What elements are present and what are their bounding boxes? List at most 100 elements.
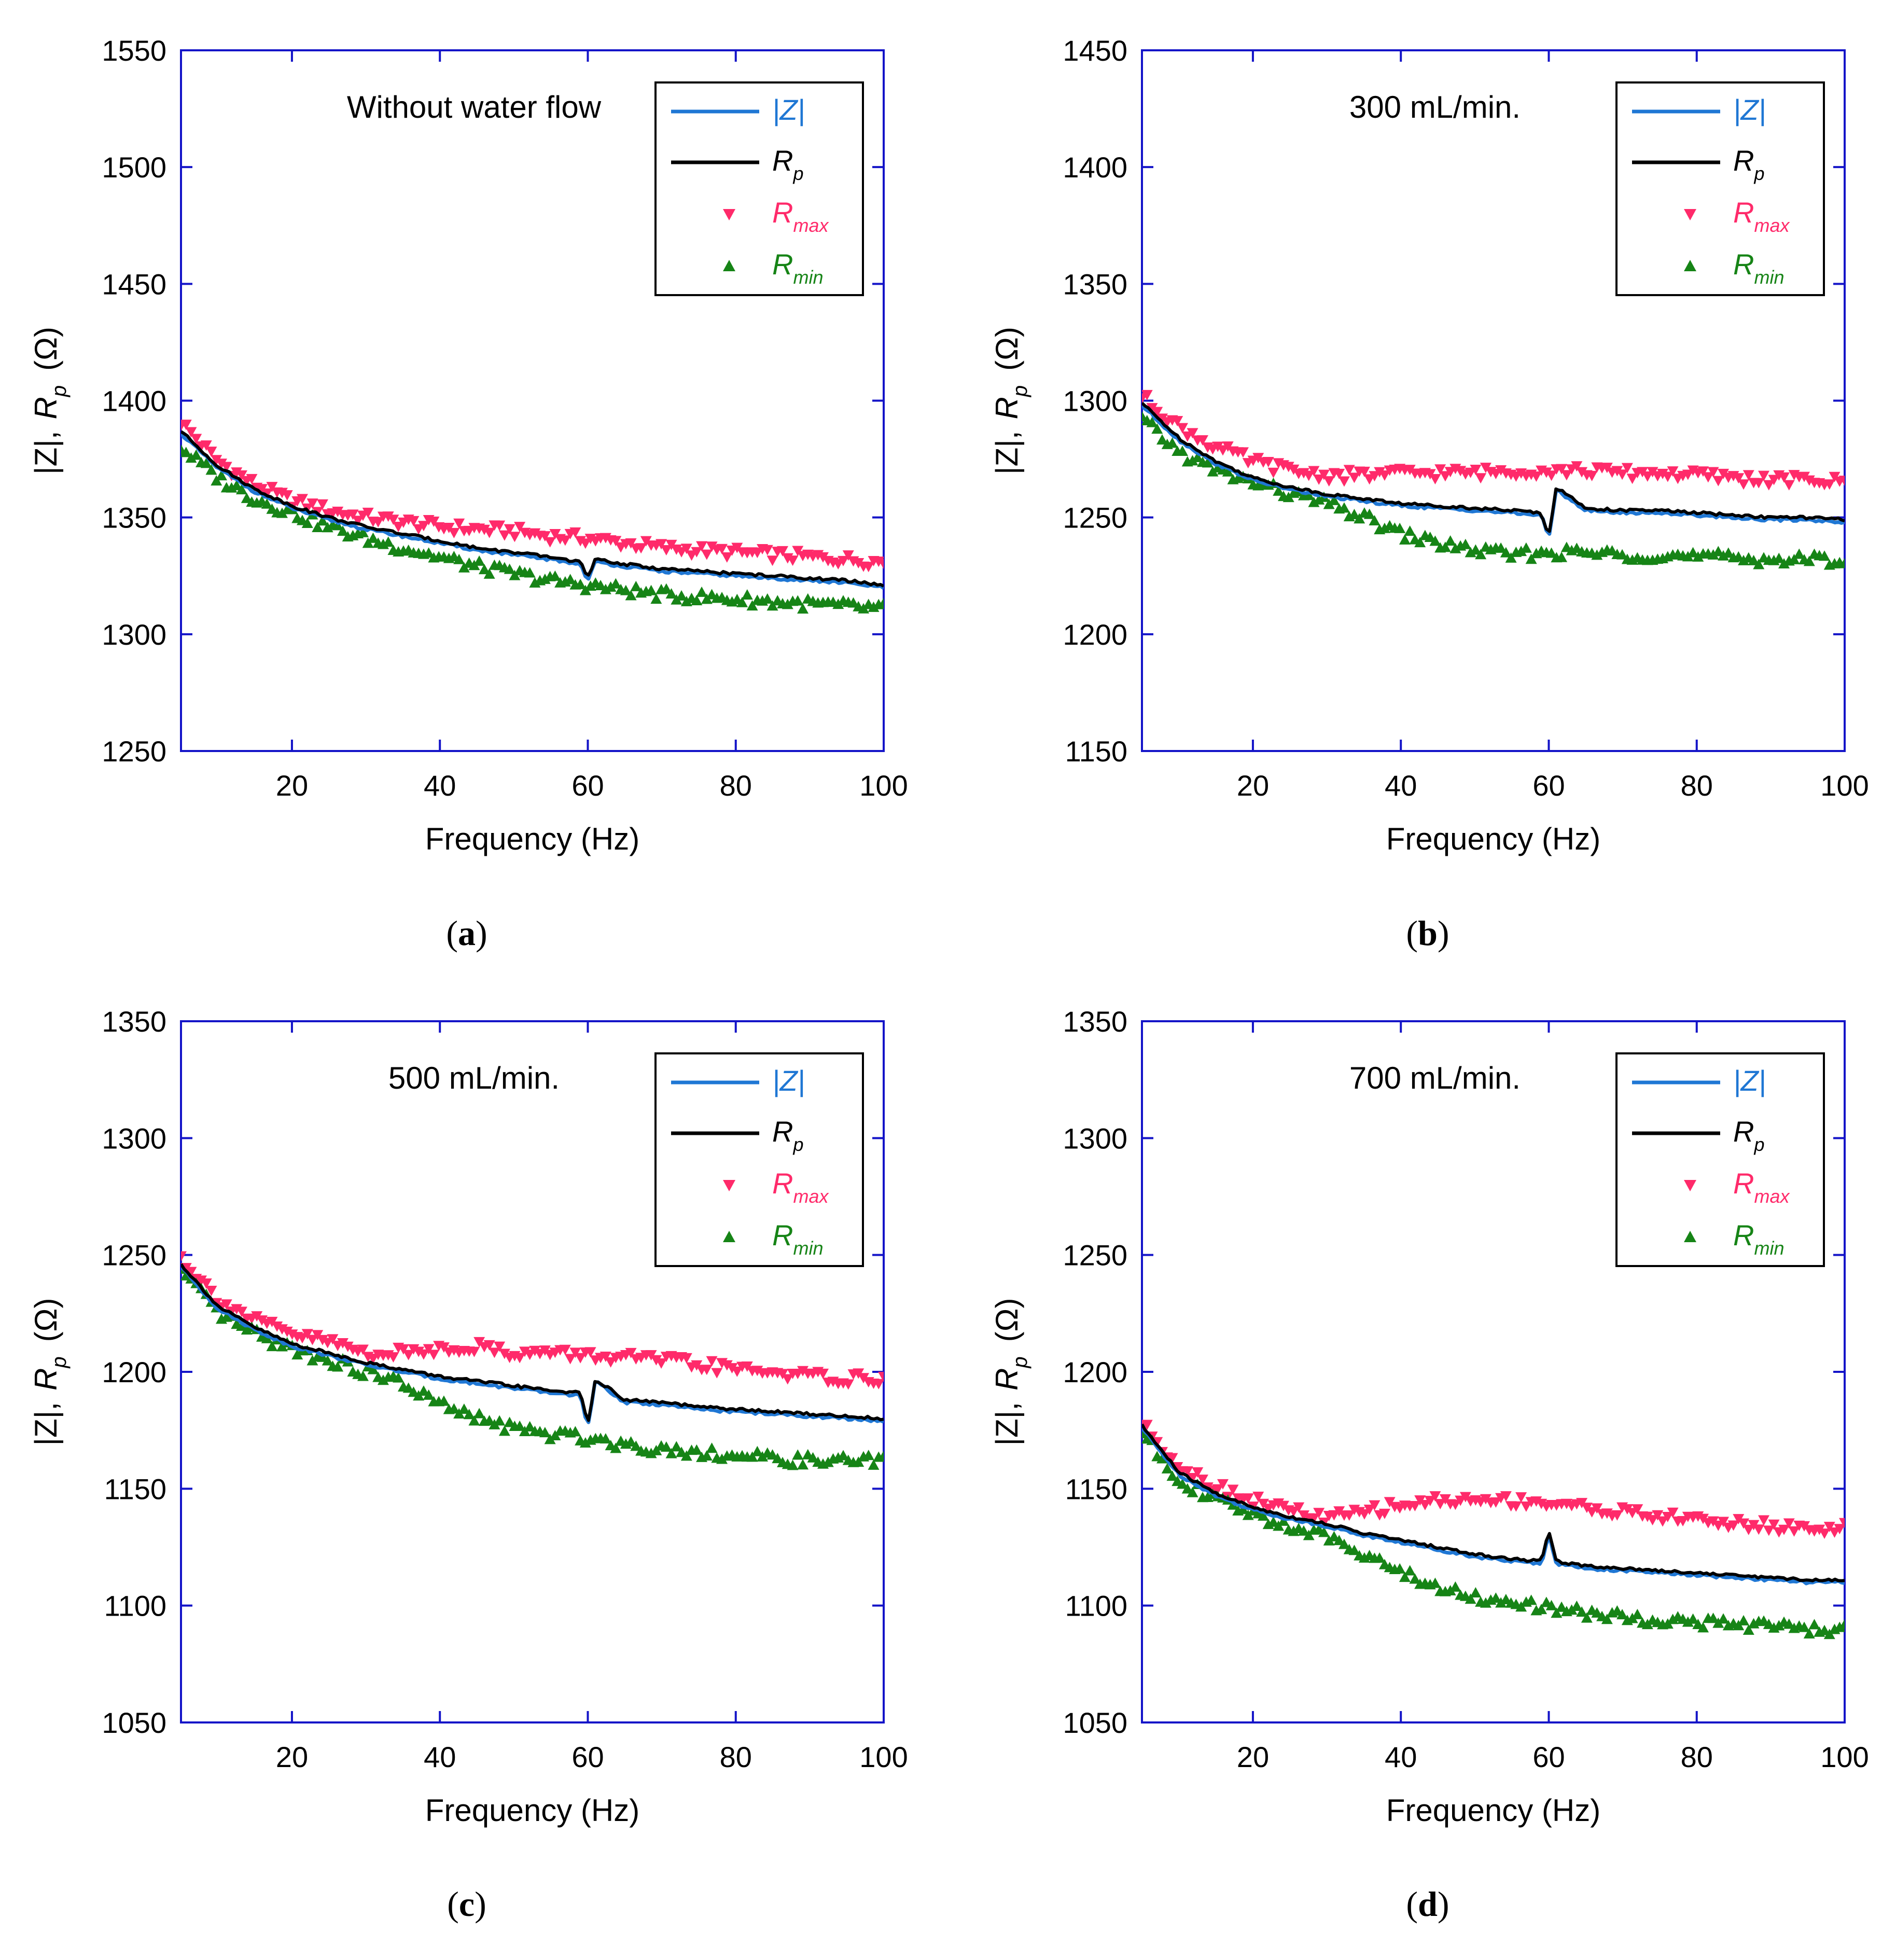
y-tick-label: 1350	[102, 1005, 166, 1038]
rmax-marker	[342, 1341, 354, 1352]
rmin-marker	[1156, 434, 1168, 445]
rmin-marker	[478, 564, 490, 575]
y-axis-title-part: p	[1009, 1356, 1031, 1368]
rmin-marker	[701, 1450, 713, 1461]
rmin-marker	[1424, 531, 1436, 542]
rmin-marker	[524, 1421, 536, 1431]
rmax-marker	[205, 447, 217, 457]
panel-caption: (d)	[1406, 1884, 1449, 1924]
rmax-marker	[1718, 468, 1730, 479]
legend-label-sub: max	[793, 215, 829, 236]
rmin-marker	[1742, 1624, 1754, 1635]
rmin-marker	[1465, 1593, 1476, 1604]
legend-label-main: R	[772, 248, 793, 281]
rmin-marker	[504, 563, 515, 574]
y-tick-label: 1200	[102, 1356, 166, 1388]
rmin-marker	[878, 597, 884, 608]
rmax-marker	[656, 1358, 667, 1369]
y-axis-title-part: R	[29, 397, 63, 419]
y-axis-title-part: |Z|,	[989, 1402, 1024, 1446]
rmax-marker	[1611, 1510, 1623, 1521]
rmax-marker	[1601, 1508, 1613, 1519]
rmin-marker	[514, 1420, 526, 1431]
rmin-marker	[337, 525, 348, 536]
rmin-marker	[200, 457, 212, 468]
rmax-marker	[1363, 1504, 1375, 1515]
rmax-marker	[397, 1344, 409, 1355]
rmin-marker	[1394, 1563, 1406, 1574]
rmax-marker	[1378, 1508, 1390, 1519]
rmin-marker	[1459, 538, 1471, 549]
rmin-marker	[185, 452, 197, 463]
rmin-marker	[772, 1453, 784, 1464]
rmin-marker	[1722, 547, 1734, 558]
rmax-marker	[1682, 469, 1694, 480]
rmin-marker	[1399, 534, 1411, 545]
rmin-marker	[1839, 558, 1845, 568]
rmin-marker	[1571, 1600, 1583, 1611]
panel-annotation: 700 mL/min.	[1349, 1061, 1521, 1095]
rmin-marker	[1298, 1525, 1309, 1536]
rmax-marker	[1742, 1524, 1754, 1535]
rmin-marker	[1363, 508, 1375, 519]
rmax-marker	[417, 521, 429, 532]
rmax-marker	[489, 1347, 500, 1358]
rmin-marker	[377, 1374, 389, 1385]
rp-series-line	[181, 1263, 884, 1422]
rmax-marker	[1227, 1484, 1239, 1495]
legend-label-sub: min	[793, 267, 823, 288]
rmax-marker	[1712, 476, 1724, 486]
rmax-marker	[610, 536, 622, 547]
rmin-marker	[807, 1452, 819, 1463]
rmax-marker	[1783, 1518, 1795, 1529]
rmin-marker	[696, 586, 708, 597]
rmin-marker	[1556, 551, 1568, 562]
rmax-marker	[1495, 465, 1507, 476]
rmin-marker	[1773, 1620, 1785, 1631]
rmax-marker	[1151, 407, 1163, 418]
rmin-marker	[1176, 446, 1188, 456]
rmax-legend-swatch	[1684, 209, 1696, 220]
rmin-marker	[751, 1445, 763, 1456]
rmax-marker	[1839, 476, 1845, 486]
rmin-marker	[306, 1355, 318, 1366]
rmax-marker	[1192, 1467, 1204, 1478]
rmax-marker	[246, 474, 258, 484]
legend-label-sub: max	[793, 1186, 829, 1207]
rmax-marker	[1333, 468, 1345, 479]
rmax-marker	[680, 1353, 692, 1364]
rmax-marker	[387, 515, 399, 525]
rmin-marker	[868, 601, 880, 612]
rmax-marker	[782, 1374, 793, 1385]
legend-label-main: |Z|	[772, 1064, 805, 1097]
rmax-marker	[1500, 1491, 1512, 1502]
x-tick-label: 20	[1237, 769, 1269, 802]
rmax-marker	[181, 1251, 187, 1262]
rmax-marker	[1616, 469, 1628, 480]
rmin-marker	[235, 484, 247, 495]
rmax-marker	[185, 427, 197, 438]
rmax-marker	[347, 509, 359, 520]
rmin-marker	[797, 1459, 809, 1470]
rmax-marker	[1520, 1502, 1532, 1512]
rmin-marker	[1328, 1531, 1340, 1541]
rmax-marker	[853, 558, 865, 568]
legend-label-sub: min	[1754, 1238, 1784, 1259]
x-tick-label: 100	[1820, 1741, 1869, 1773]
rmax-marker	[235, 1306, 247, 1317]
rmax-marker	[873, 1379, 884, 1389]
plot-area	[181, 1251, 884, 1470]
rmin-marker	[241, 1324, 253, 1335]
rmax-legend-label: Rmax	[772, 196, 829, 236]
rmax-marker	[352, 516, 364, 526]
rmin-marker	[1303, 490, 1315, 501]
rmax-marker	[1187, 428, 1198, 439]
rmin-marker	[1146, 416, 1158, 427]
rmax-marker	[1753, 478, 1765, 489]
legend-label-main: R	[1733, 196, 1754, 229]
rmin-marker	[1192, 452, 1204, 463]
rmax-marker	[777, 546, 789, 557]
rmax-marker	[327, 1334, 339, 1345]
rmax-legend-label: Rmax	[772, 1167, 829, 1207]
